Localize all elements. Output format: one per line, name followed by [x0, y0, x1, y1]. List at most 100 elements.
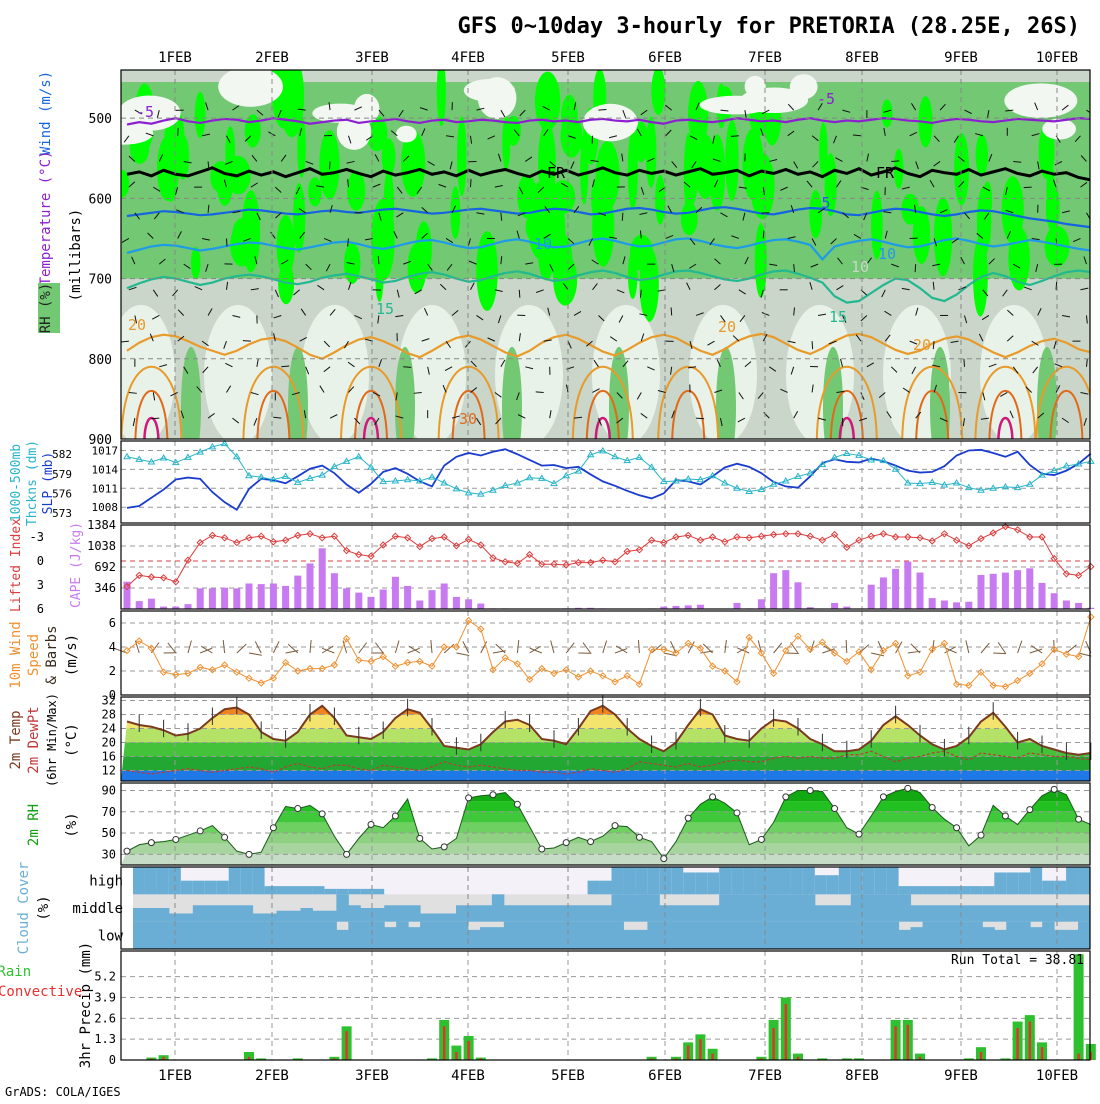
cape-bar [929, 598, 936, 609]
cloud-cell-middle [647, 894, 659, 921]
upper-ytick-label: 700 [89, 273, 112, 288]
precip-total-bar [1074, 954, 1084, 1060]
cloud-cell-middle [241, 905, 253, 921]
rh-saturated-cell [681, 202, 698, 235]
contour-label: 20 [913, 336, 931, 354]
cape-bar [221, 588, 228, 609]
cape-bar [1002, 573, 1009, 609]
slp-ytick-label: 1017 [92, 444, 119, 457]
cloud-cell-low [217, 922, 229, 949]
rh-saturated-cell [457, 116, 466, 196]
cloud-cell-low [516, 922, 528, 949]
cape-bar [917, 573, 924, 609]
cloud-cell-high [743, 867, 755, 894]
cloud-cell-bg [396, 867, 408, 894]
rh-saturated-cell [293, 183, 305, 252]
cloud-cell-low [1054, 930, 1066, 949]
wind-barb [964, 359, 965, 367]
cape-bar [355, 593, 362, 609]
cape-ytick-label: 692 [94, 560, 116, 574]
precip-conv-bar [443, 1026, 445, 1060]
panel-side-label: (°C) [64, 723, 80, 757]
cloud-cell-middle [253, 913, 265, 921]
precip-ytick-label: 2.6 [94, 1011, 116, 1025]
cape-bar [294, 576, 301, 609]
slp-ytick-label: 1014 [92, 463, 119, 476]
rh-moist-plume [716, 347, 736, 467]
cloud-cell-low [205, 922, 217, 949]
wind10-barb [652, 644, 662, 653]
page-title: GFS 0~10day 3-hourly for PRETORIA (28.25… [457, 14, 1080, 39]
rh2m-point [588, 839, 594, 845]
cloud-cell-bg [384, 867, 396, 894]
cloud-cell-low [647, 922, 659, 949]
contour-label: 15 [376, 300, 394, 318]
cloud-cell-middle [145, 908, 157, 922]
cloud-cell-middle [468, 905, 480, 921]
cloud-cell-middle [193, 905, 205, 921]
cloud-cell-high [755, 867, 767, 894]
cloud-cell-low [277, 922, 289, 949]
cloud-cell-middle [600, 905, 612, 921]
run-total: Run Total = 38.81 [951, 953, 1084, 968]
rh-bands [121, 783, 1090, 865]
cloud-cell-bg [552, 867, 564, 894]
cloud-cell-middle [934, 905, 946, 921]
top-day-label: 7FEB [748, 50, 782, 66]
cloud-cell-middle [348, 905, 360, 921]
cloud-cell-middle [324, 911, 336, 922]
rh2m-point [222, 834, 228, 840]
cape-bar [1014, 570, 1021, 609]
cloud-cell-bg [492, 867, 504, 894]
precip-conv-bar [1041, 1047, 1043, 1060]
cloud-cell-middle [719, 894, 731, 921]
top-day-label: 1FEB [158, 50, 192, 66]
rh-saturated-cell [819, 122, 828, 178]
cloud-cell-middle [528, 905, 540, 921]
rh-saturated-cell [655, 175, 665, 225]
cape-bar [941, 601, 948, 609]
cloud-cell-middle [863, 894, 875, 921]
rh-dry-plume [204, 305, 272, 445]
cloud-cell-low [1078, 922, 1090, 949]
cape-bar [770, 573, 777, 609]
rh-saturated-cell [347, 171, 365, 211]
wind10-barb [517, 640, 518, 653]
cape-bar [880, 577, 887, 609]
cloud-cell-bg [420, 867, 432, 894]
cloud-cell-middle [336, 894, 348, 921]
wind10-barb [566, 643, 574, 653]
cloud-cell-middle [623, 894, 635, 921]
precip-conv-bar [345, 1031, 347, 1060]
precip-conv-bar [699, 1039, 701, 1060]
rh-saturated-cell [1046, 185, 1060, 232]
panel-side-label: CAPE (J/kg) [69, 522, 84, 608]
rh2m-point [246, 851, 252, 857]
cape-bar [319, 548, 326, 609]
cloud-cell-low [241, 922, 253, 949]
rh-saturated-cell [384, 170, 394, 238]
cloud-cell-middle [408, 905, 420, 921]
cloud-cell-low [1042, 922, 1054, 949]
rh2m-point [734, 810, 740, 816]
cape-bar [233, 588, 240, 609]
cape-bar [697, 605, 704, 609]
cloud-cell-low [707, 922, 719, 949]
rh-saturated-cell [688, 81, 708, 149]
cloud-cell-low [1018, 922, 1030, 949]
cloud-cell-high [181, 881, 193, 895]
wind10-barb [249, 653, 262, 655]
temp-band [121, 771, 1090, 782]
rh-saturated-cell [195, 92, 206, 138]
precip-conv-bar [1016, 1028, 1018, 1060]
cloud-cell-high [970, 886, 982, 894]
cloud-cell-high [1030, 867, 1042, 894]
cloud-cell-low [540, 922, 552, 949]
cape-bar [136, 601, 143, 609]
cloud-cell-high [982, 886, 994, 894]
cloud-cell-middle [1018, 905, 1030, 921]
rh-saturated-cell [596, 141, 620, 209]
bottom-day-label: 2FEB [255, 1068, 289, 1084]
top-day-label: 8FEB [845, 50, 879, 66]
cape-bar [307, 563, 314, 609]
